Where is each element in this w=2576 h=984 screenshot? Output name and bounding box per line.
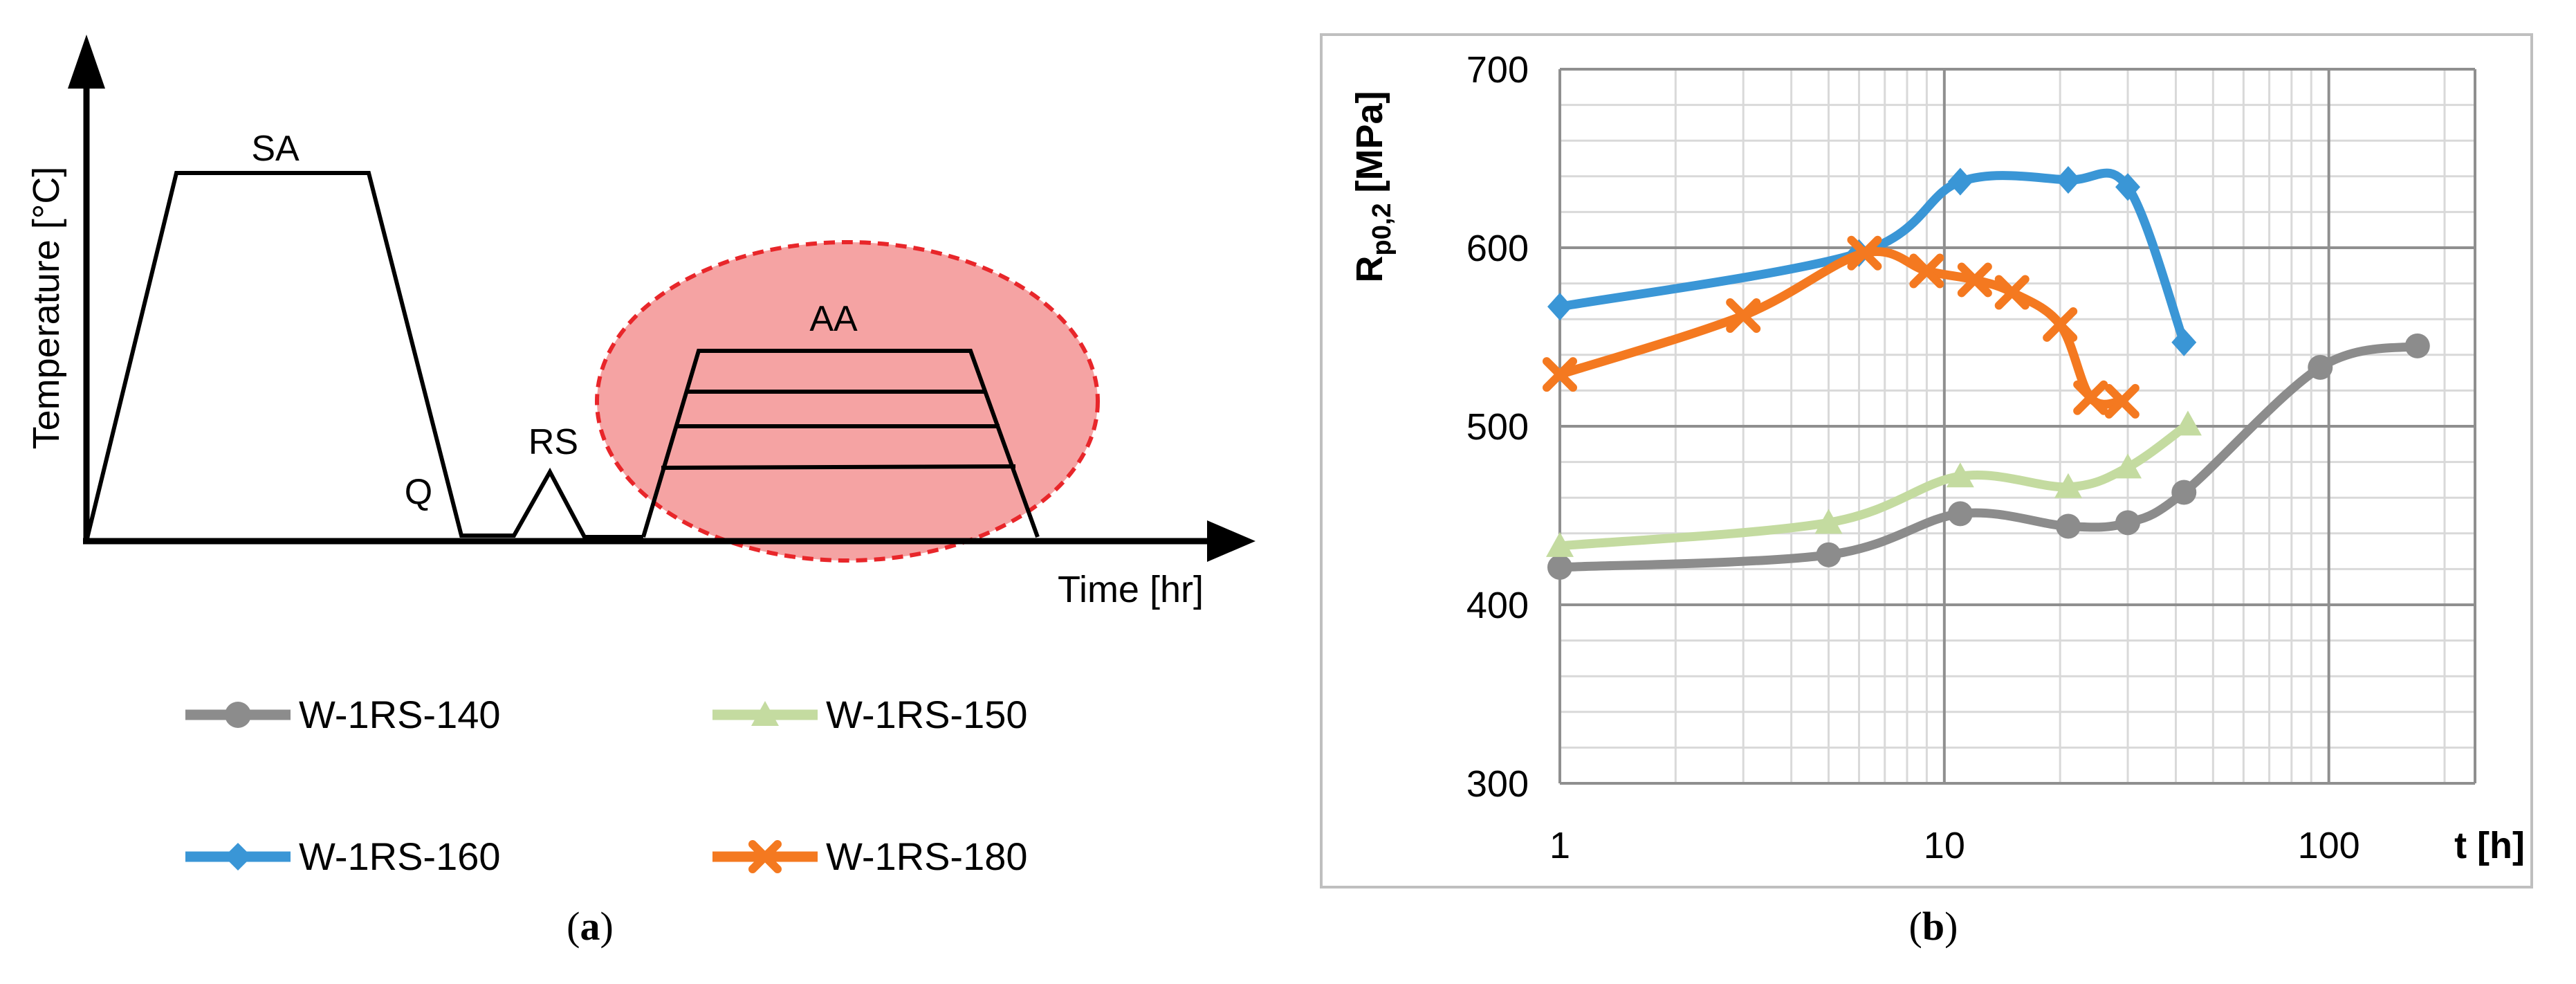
data-point bbox=[1947, 167, 1973, 196]
data-point bbox=[1547, 554, 1572, 580]
data-point bbox=[2043, 307, 2078, 342]
marker-x-stroke bbox=[1957, 262, 1992, 298]
stage-label-sa: SA bbox=[251, 129, 300, 169]
data-point bbox=[1909, 253, 1944, 289]
y-title-unit: [MPa] bbox=[1349, 91, 1390, 203]
x-tick-label: 100 bbox=[2298, 825, 2360, 866]
legend-item-w-1rs-150: W-1RS-150 bbox=[712, 693, 1028, 736]
stage-label-q: Q bbox=[405, 472, 432, 512]
legend-marker-triangle-icon bbox=[751, 701, 779, 726]
y-axis-arrow-icon bbox=[68, 35, 105, 89]
y-axis-title: Temperature [°C] bbox=[26, 167, 67, 450]
marker-x-stroke bbox=[1543, 357, 1577, 392]
data-point bbox=[2115, 510, 2141, 536]
aa-highlight-ellipse bbox=[595, 240, 1100, 563]
x-tick-label: 10 bbox=[1924, 825, 1965, 866]
data-point bbox=[2308, 354, 2333, 380]
y-tick-label: 600 bbox=[1466, 228, 1529, 269]
marker-x-stroke bbox=[1994, 275, 2030, 310]
series-w-1rs-140 bbox=[1547, 333, 2430, 580]
aa-level-line bbox=[661, 464, 1016, 470]
marker-x-stroke bbox=[2104, 383, 2140, 419]
legend-marker-x-icon bbox=[748, 840, 782, 873]
data-point bbox=[1814, 509, 1843, 534]
data-point bbox=[1546, 531, 1574, 557]
data-point bbox=[1946, 462, 1974, 488]
data-point bbox=[2055, 165, 2081, 194]
series-w-1rs-180 bbox=[1543, 235, 2140, 419]
chart-y-axis-title: Rp0,2 [MPa] bbox=[1349, 91, 1397, 282]
legend-item-w-1rs-140: W-1RS-140 bbox=[185, 693, 501, 736]
legend-marker-circle-icon bbox=[225, 702, 251, 728]
data-point bbox=[2173, 410, 2202, 436]
caption-b: (b) bbox=[1909, 904, 1958, 949]
series-line bbox=[1555, 168, 2189, 347]
data-point bbox=[1726, 298, 1761, 334]
aa-profile-line bbox=[641, 349, 1040, 538]
caption-a: (a) bbox=[567, 904, 614, 949]
chart-series bbox=[1543, 165, 2430, 580]
caption-a-letter: a bbox=[580, 904, 600, 949]
y-title-main: R bbox=[1349, 256, 1390, 283]
data-point bbox=[2171, 328, 2197, 356]
chart-ticks: 300 400 500 600 700 1 10 100 bbox=[1466, 49, 2360, 866]
data-point bbox=[2404, 333, 2430, 358]
legend: W-1RS-140 W-1RS-150 W-1RS-160 W-1RS-180 bbox=[185, 693, 1028, 878]
data-point bbox=[1957, 262, 1992, 298]
data-point bbox=[2054, 473, 2082, 498]
y-tick-label: 500 bbox=[1466, 406, 1529, 448]
y-tick-label: 400 bbox=[1466, 585, 1529, 626]
marker-x-stroke bbox=[1909, 253, 1944, 289]
marker-x-stroke bbox=[2073, 380, 2108, 415]
data-point bbox=[1994, 275, 2030, 310]
data-point bbox=[2171, 480, 2197, 505]
data-point bbox=[2115, 173, 2141, 201]
y-title-sub: p0,2 bbox=[1368, 203, 1397, 255]
chart-x-axis-title: t [h] bbox=[2454, 825, 2525, 866]
x-axis-title: Time [hr] bbox=[1058, 569, 1204, 610]
legend-marker-diamond-icon bbox=[224, 843, 252, 871]
x-tick-label: 1 bbox=[1549, 825, 1570, 866]
legend-label: W-1RS-180 bbox=[826, 835, 1028, 878]
marker-x-stroke bbox=[1847, 235, 1882, 271]
legend-item-w-1rs-160: W-1RS-160 bbox=[185, 835, 501, 878]
data-point bbox=[1816, 542, 1841, 567]
data-point bbox=[1847, 235, 1882, 271]
series-w-1rs-150 bbox=[1546, 410, 2202, 557]
data-point bbox=[2104, 383, 2140, 419]
caption-b-letter: b bbox=[1922, 904, 1944, 949]
data-point bbox=[2114, 453, 2142, 479]
stage-label-rs: RS bbox=[528, 422, 578, 462]
legend-label: W-1RS-150 bbox=[826, 693, 1028, 736]
legend-label: W-1RS-160 bbox=[299, 835, 501, 878]
panel-a-schematic: SA Q RS AA Temperature [°C] Time [hr] bbox=[26, 35, 1255, 610]
data-point bbox=[2073, 380, 2108, 415]
sa-profile-line bbox=[84, 171, 507, 542]
marker-x-stroke bbox=[2043, 307, 2078, 342]
legend-item-w-1rs-180: W-1RS-180 bbox=[712, 835, 1028, 878]
marker-x-stroke bbox=[1726, 298, 1761, 334]
data-point bbox=[1547, 293, 1572, 321]
data-point bbox=[2055, 513, 2081, 539]
stage-label-aa: AA bbox=[809, 299, 858, 339]
x-axis-arrow-icon bbox=[1207, 520, 1255, 562]
y-tick-label: 300 bbox=[1466, 763, 1529, 805]
legend-label: W-1RS-140 bbox=[299, 693, 501, 736]
data-point bbox=[1543, 357, 1577, 392]
rs-profile-line bbox=[507, 467, 643, 539]
y-tick-label: 700 bbox=[1466, 49, 1529, 91]
data-point bbox=[1947, 501, 1973, 527]
